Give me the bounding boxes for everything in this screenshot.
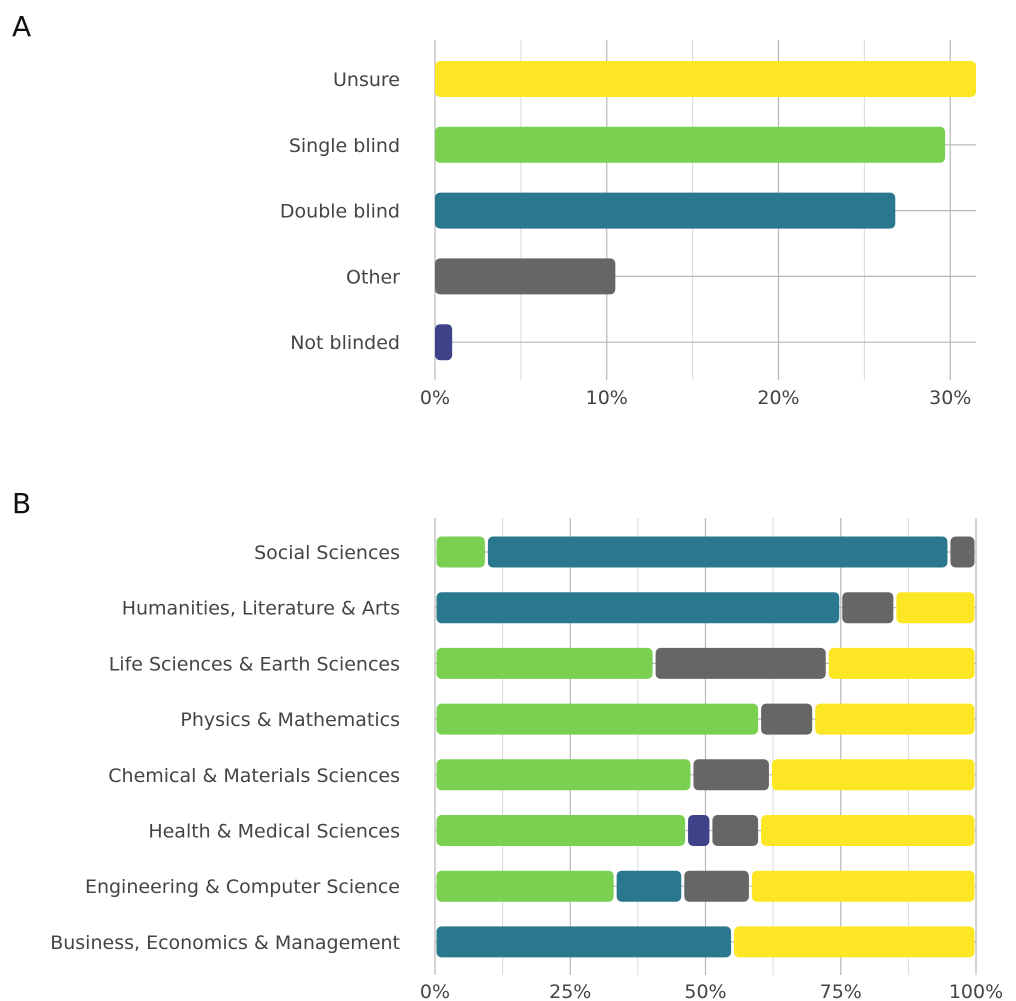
segment-single-blind: [436, 647, 653, 679]
segment-double-blind: [616, 870, 682, 902]
segment-other: [761, 703, 813, 735]
category-label: Double blind: [280, 201, 400, 223]
segment-other: [842, 592, 894, 624]
segment-unsure: [815, 703, 975, 735]
segment-single-blind: [436, 870, 614, 902]
category-label: Chemical & Materials Sciences: [108, 765, 400, 787]
x-tick-label: 75%: [820, 981, 862, 1001]
chart-panel-a: Unsure Single blind Double blind Other Not b…: [280, 40, 976, 409]
segment-double-blind: [436, 592, 840, 624]
segment-other: [950, 536, 975, 568]
panel-label-b: B: [12, 487, 32, 520]
segment-other: [684, 870, 749, 902]
bar-unsure: [435, 61, 976, 97]
x-tick-label: 0%: [420, 981, 450, 1001]
category-label: Life Sciences & Earth Sciences: [109, 653, 400, 675]
x-tick-label: 50%: [684, 981, 726, 1001]
segment-unsure: [761, 815, 975, 846]
segment-unsure: [896, 592, 975, 624]
segment-single-blind: [436, 703, 759, 735]
x-tick-label: 0%: [420, 387, 450, 409]
x-tick-label: 25%: [549, 981, 591, 1001]
segment-not-blinded: [688, 815, 710, 846]
category-label: Humanities, Literature & Arts: [122, 598, 400, 620]
category-label: Business, Economics & Management: [50, 932, 400, 954]
segment-other: [655, 647, 826, 679]
segment-other: [712, 815, 759, 846]
category-label: Engineering & Computer Science: [85, 876, 400, 898]
bar-double-blind: [435, 192, 896, 229]
bar-not-blinded: [435, 324, 453, 361]
category-label: Physics & Mathematics: [180, 709, 400, 731]
segment-single-blind: [436, 815, 686, 846]
segment-unsure: [828, 647, 975, 679]
category-label: Other: [346, 266, 400, 288]
category-label: Social Sciences: [254, 542, 400, 564]
x-tick-label: 100%: [949, 981, 1003, 1001]
segment-unsure: [771, 759, 975, 791]
bar-single-blind: [435, 126, 946, 163]
x-tick-label: 10%: [586, 387, 628, 409]
segment-unsure: [734, 926, 975, 958]
segment-double-blind: [436, 926, 732, 958]
category-label: Unsure: [333, 69, 400, 91]
segment-double-blind: [487, 536, 948, 568]
segment-single-blind: [436, 536, 485, 568]
panel-label-a: A: [12, 10, 32, 43]
x-tick-label: 30%: [929, 387, 971, 409]
segment-other: [693, 759, 769, 791]
category-label: Single blind: [289, 135, 400, 157]
segment-single-blind: [436, 759, 691, 791]
category-label: Health & Medical Sciences: [148, 821, 400, 843]
segment-unsure: [751, 870, 975, 902]
chart-panel-b: Social Sciences Humanities, Literature & …: [50, 518, 1003, 1001]
x-tick-label: 20%: [757, 387, 799, 409]
category-label: Not blinded: [290, 332, 400, 354]
bar-other: [435, 258, 616, 295]
